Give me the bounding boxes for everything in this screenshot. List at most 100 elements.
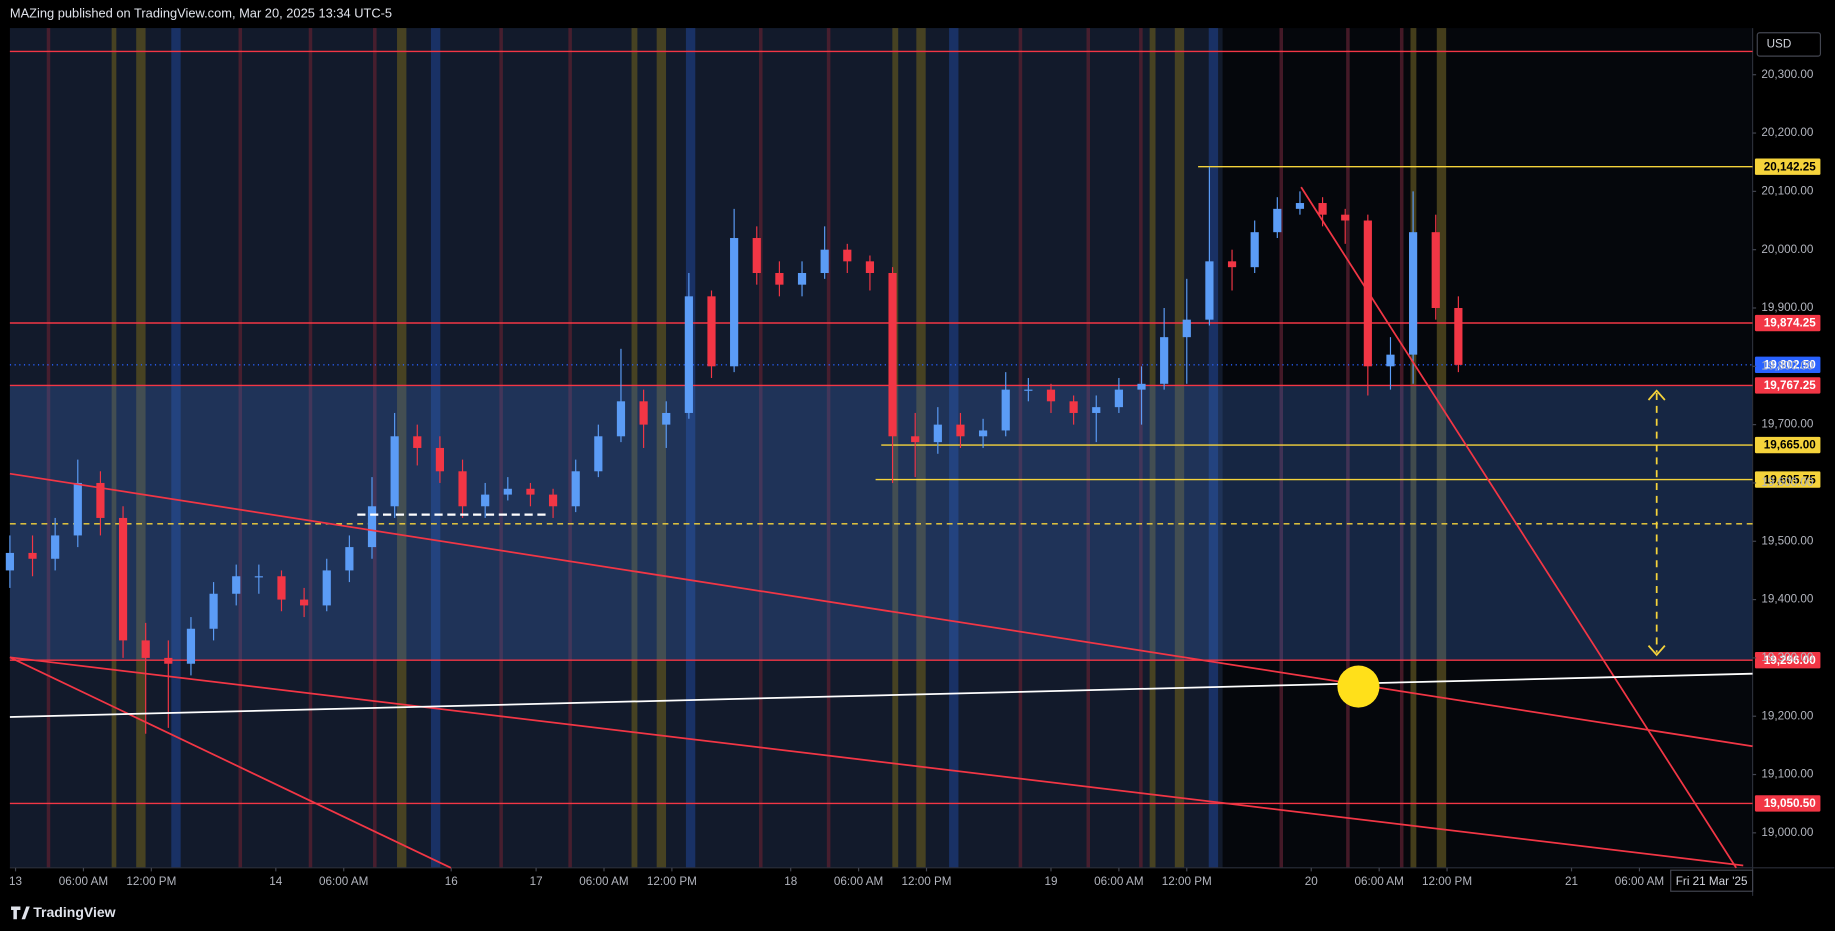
candle-body <box>1137 383 1146 390</box>
session-stripe <box>656 28 667 868</box>
candle-body <box>911 436 920 443</box>
session-stripe <box>308 28 313 868</box>
session-stripe <box>1149 28 1156 868</box>
candle-body <box>1454 307 1463 365</box>
y-tick-label: 19,100.00 <box>1761 768 1813 781</box>
candle-body <box>548 494 558 507</box>
trendline <box>1300 186 1737 869</box>
candle-body <box>933 424 942 443</box>
candle-body <box>96 482 105 518</box>
session-stripe <box>568 28 572 868</box>
session-stripe <box>1208 28 1219 868</box>
candle-body <box>186 628 196 664</box>
candle-body <box>1092 407 1101 413</box>
price-level-label: 19,802.50 <box>1764 359 1816 372</box>
candle-body <box>843 249 852 262</box>
candle-body <box>865 261 875 274</box>
price-level-box <box>1754 377 1821 394</box>
trendline <box>9 656 1744 867</box>
candle-body <box>390 436 399 507</box>
candle-body <box>730 238 739 367</box>
candle-body <box>1069 401 1078 413</box>
session-stripe <box>1018 28 1023 868</box>
x-tick-label: 06:00 AM <box>579 875 628 888</box>
candle-body <box>1295 203 1305 209</box>
price-level-label: 19,874.25 <box>1764 317 1816 330</box>
candle-body <box>956 424 965 437</box>
y-tick-label: 19,800.00 <box>1761 359 1813 372</box>
currency-box[interactable] <box>1756 32 1822 57</box>
x-tick-label: 19 <box>1044 875 1057 888</box>
candle-body <box>345 547 354 571</box>
candle-body <box>1205 261 1214 320</box>
price-level-box <box>1754 436 1821 454</box>
candle-body <box>1024 389 1033 391</box>
trendline <box>9 672 1753 718</box>
candle-body <box>209 593 218 629</box>
marker-circle <box>1337 665 1380 708</box>
session-stripe <box>949 28 959 868</box>
price-level-box <box>1754 471 1821 488</box>
trendline <box>9 472 1753 748</box>
session-stripe <box>1399 28 1404 868</box>
candle-body <box>571 471 580 507</box>
trendline <box>9 656 452 869</box>
arrow-head <box>1647 389 1666 657</box>
candle-body <box>616 401 626 437</box>
y-tick-label: 19,700.00 <box>1761 418 1813 431</box>
candle-body <box>684 296 693 413</box>
x-tick-label: 06:00 AM <box>1615 875 1664 888</box>
price-level-label: 19,050.50 <box>1764 797 1816 810</box>
header: MAZing published on TradingView.com, Mar… <box>10 5 392 20</box>
candle-body <box>254 576 263 578</box>
candle-body <box>164 657 173 664</box>
candle-body <box>5 552 14 571</box>
candle-body <box>367 506 377 548</box>
session-stripe <box>1174 28 1185 868</box>
price-level-label: 20,142.25 <box>1764 160 1816 173</box>
session-stripe <box>1139 28 1143 868</box>
currency: USD <box>1767 38 1792 51</box>
candle-body <box>277 576 286 600</box>
candle-body <box>458 471 467 507</box>
candle-body <box>775 273 784 285</box>
session-stripe <box>685 28 696 868</box>
session-stripe <box>1086 28 1091 868</box>
x-tick-label: 18 <box>784 875 797 888</box>
session-stripe <box>892 28 899 868</box>
x-tick-label: 12:00 PM <box>647 875 697 888</box>
x-tick-label: 17 <box>530 875 543 888</box>
candle-body <box>1227 261 1237 268</box>
session-stripe <box>759 28 763 868</box>
date-label: Fri 21 Mar '25 <box>1676 875 1748 888</box>
x-tick-label: 16 <box>445 875 458 888</box>
candle-body <box>820 249 829 274</box>
session-stripe <box>171 28 181 868</box>
candle-body <box>1114 389 1123 408</box>
session-stripe <box>826 28 831 868</box>
y-tick-label: 19,200.00 <box>1761 709 1813 722</box>
x-tick-label: 06:00 AM <box>319 875 368 888</box>
candle-body <box>662 412 671 425</box>
candle-body <box>232 576 241 594</box>
candle-body <box>1409 232 1418 355</box>
x-tick-label: 06:00 AM <box>59 875 108 888</box>
candle-body <box>413 436 422 448</box>
candle-body <box>1431 232 1440 308</box>
session-stripe <box>1436 28 1447 868</box>
candle-body <box>28 552 37 559</box>
x-tick-label: 12:00 PM <box>126 875 176 888</box>
price-level-label: 19,296.00 <box>1764 654 1816 667</box>
candle-body <box>1318 203 1327 215</box>
session-stripe <box>631 28 638 868</box>
x-tick-label: 13 <box>9 875 22 888</box>
date-box <box>1670 869 1754 892</box>
candle-body <box>978 430 988 437</box>
x-tick-label: 12:00 PM <box>1422 875 1472 888</box>
price-level-box <box>1754 158 1821 175</box>
session-stripe <box>916 28 926 868</box>
x-tick-label: 06:00 AM <box>834 875 883 888</box>
candle-body <box>1001 389 1010 431</box>
candle-body <box>300 599 309 606</box>
